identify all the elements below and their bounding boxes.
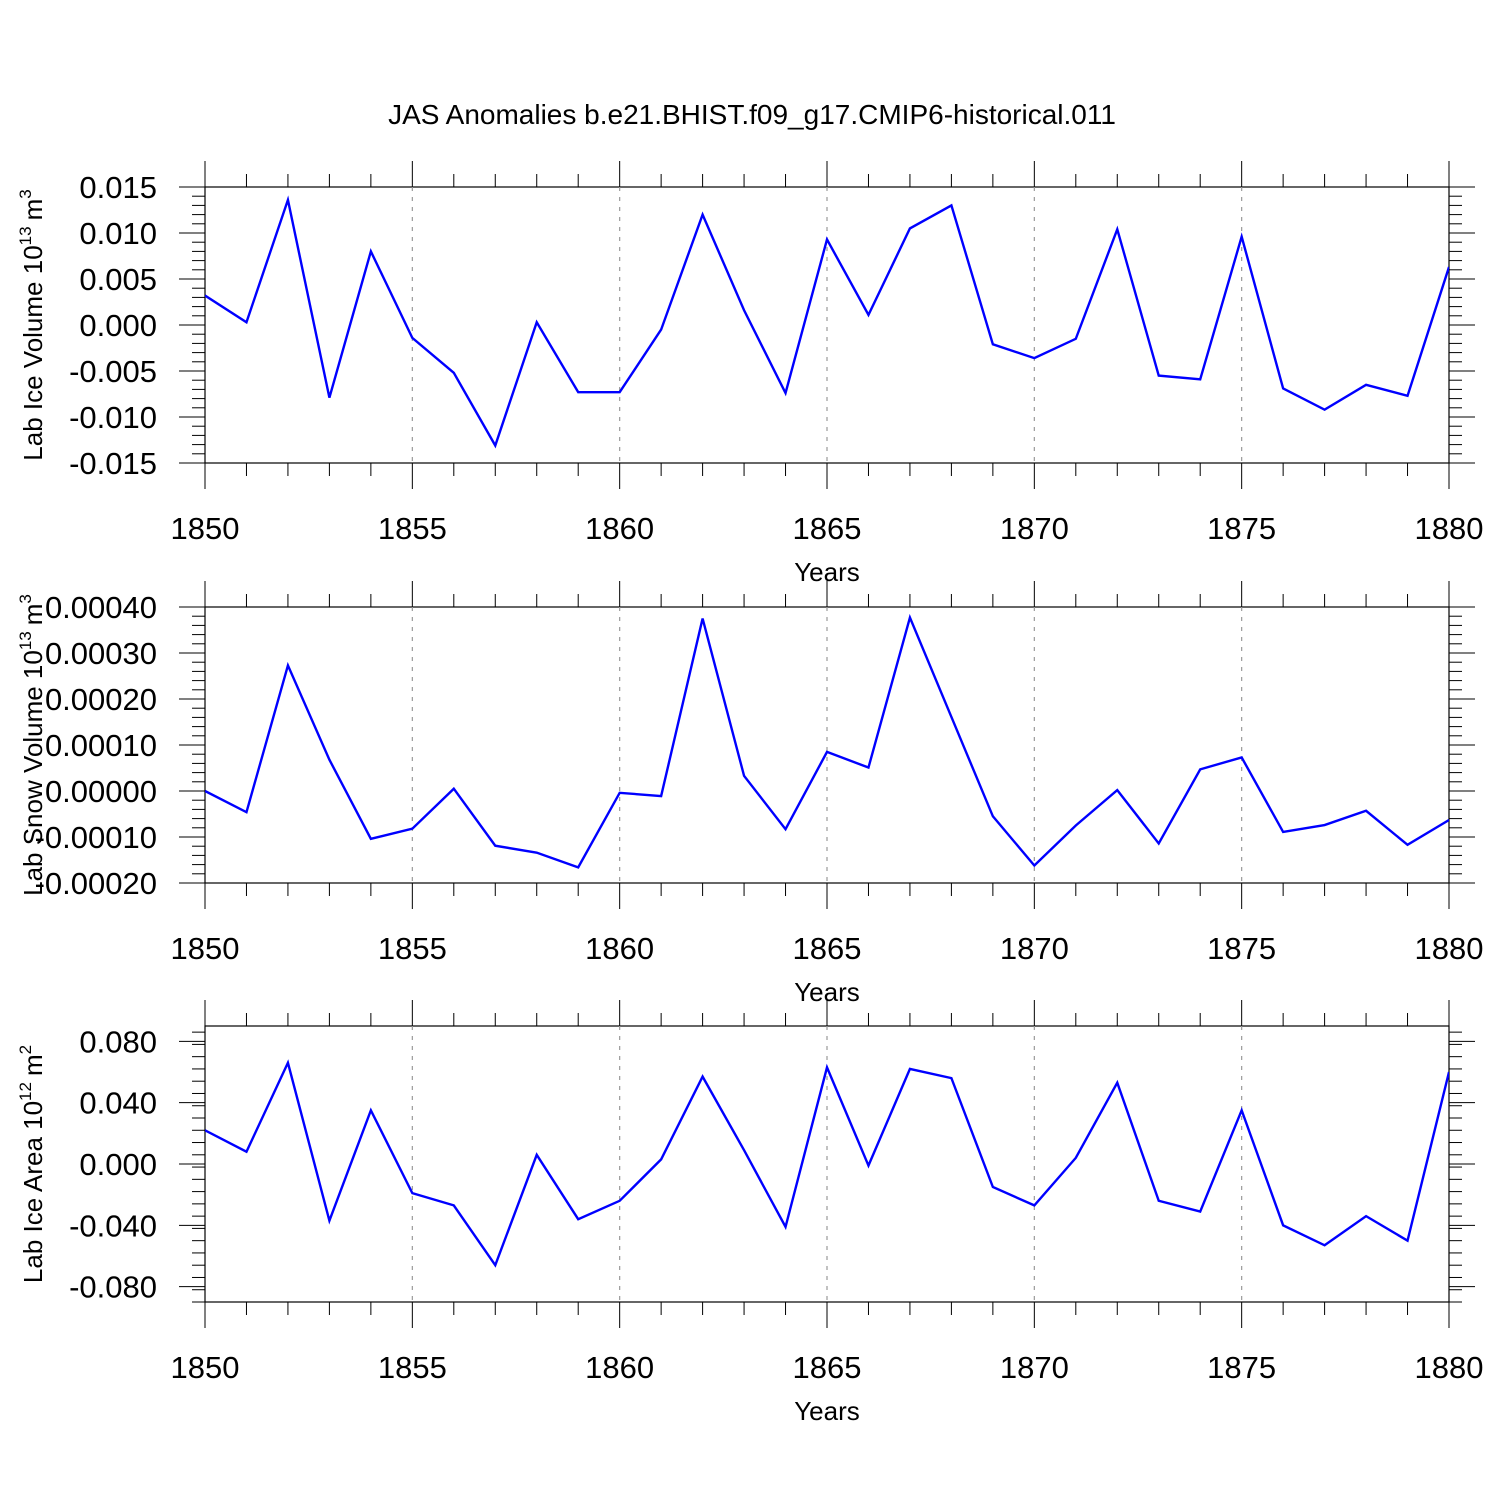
y-axis-title: Lab Ice Volume 1013 m3 [16, 189, 48, 460]
y-tick-label: 0.040 [79, 1086, 157, 1121]
y-tick-label: -0.080 [69, 1270, 157, 1305]
y-tick-label: -0.00010 [35, 820, 157, 855]
y-tick-label: 0.080 [79, 1024, 157, 1059]
y-axis-title-unit-exponent: 3 [16, 594, 35, 603]
series-line-ice_volume [205, 195, 1449, 449]
y-tick-label: 0.000 [79, 308, 157, 343]
y-axis-title: Lab Snow Volume 1013 m3 [16, 594, 48, 896]
panel-3: 1850 1855 1860 1865 1870 1875 1880 Years 0.080 0.… [16, 1000, 1483, 1426]
panel-1: 1850 1855 1860 1865 1870 1875 1880Years0.0150.… [16, 161, 1483, 587]
x-tick-label: 1880 [1415, 511, 1484, 546]
x-tick-label: 1860 [585, 931, 654, 966]
x-tick-label: 1870 [1000, 931, 1069, 966]
x-tick-label: 1865 [793, 1350, 862, 1385]
y-axis-title-exponent: 12 [16, 1082, 35, 1101]
y-axis-title-text: Lab Ice Volume 10 [18, 245, 48, 460]
y-axis-title-unit: m [18, 199, 48, 221]
y-tick-label: 0.010 [79, 216, 157, 251]
series-line-snow_volume [205, 613, 1449, 869]
y-tick-label: 0.000 [79, 1147, 157, 1182]
x-tick-label: 1875 [1207, 511, 1276, 546]
y-axis-title-unit: m [18, 604, 48, 626]
x-tick-label: 1865 [793, 931, 862, 966]
y-tick-label: -0.015 [69, 446, 157, 481]
y-tick-label: -0.040 [69, 1208, 157, 1243]
y-axis-title-unit-exponent: 3 [16, 189, 35, 198]
x-tick-label: 1870 [1000, 511, 1069, 546]
x-axis-title: Years [794, 1396, 860, 1426]
x-tick-label: 1860 [585, 511, 654, 546]
x-tick-label: 1860 [585, 1350, 654, 1385]
x-tick-label: 1855 [378, 1350, 447, 1385]
y-tick-label: 0.015 [79, 170, 157, 205]
y-tick-label: -0.005 [69, 354, 157, 389]
y-tick-label: -0.00020 [35, 866, 157, 901]
y-tick-label: 0.00000 [45, 774, 157, 809]
y-axis-title-unit-exponent: 2 [16, 1045, 35, 1054]
panels: 1850 1855 1860 1865 1870 1875 1880 Years 0.015 0.… [16, 161, 1483, 1426]
y-tick-label: -0.010 [69, 400, 157, 435]
panel-2: 1850 1855 1860 1865 1870 1875 1880Years0.00040… [16, 581, 1483, 1007]
y-tick-label: 0.00010 [45, 728, 157, 763]
y-tick-label: 0.00020 [45, 682, 157, 717]
x-tick-label: 1875 [1207, 1350, 1276, 1385]
x-tick-label: 1850 [171, 1350, 240, 1385]
y-axis-title-text: Lab Ice Area 10 [18, 1101, 48, 1283]
x-tick-label: 1855 [378, 931, 447, 966]
y-tick-label: 0.005 [79, 262, 157, 297]
x-tick-label: 1880 [1415, 1350, 1484, 1385]
x-tick-label: 1880 [1415, 931, 1484, 966]
y-axis-title-unit: m [18, 1054, 48, 1076]
y-tick-label: 0.00030 [45, 636, 157, 671]
y-axis-title-exponent: 13 [16, 631, 35, 650]
y-axis-title-exponent: 13 [16, 226, 35, 245]
x-tick-label: 1850 [171, 931, 240, 966]
x-tick-label: 1870 [1000, 1350, 1069, 1385]
x-tick-label: 1865 [793, 511, 862, 546]
series-line-ice_area [205, 1059, 1449, 1268]
y-axis-title-text: Lab Snow Volume 10 [18, 650, 48, 896]
y-tick-label: 0.00040 [45, 590, 157, 625]
chart-title: JAS Anomalies b.e21.BHIST.f09_g17.CMIP6-… [388, 99, 1116, 130]
x-tick-label: 1855 [378, 511, 447, 546]
y-axis-title: Lab Ice Area 1012 m2 [16, 1045, 48, 1283]
x-tick-label: 1850 [171, 511, 240, 546]
x-tick-label: 1875 [1207, 931, 1276, 966]
